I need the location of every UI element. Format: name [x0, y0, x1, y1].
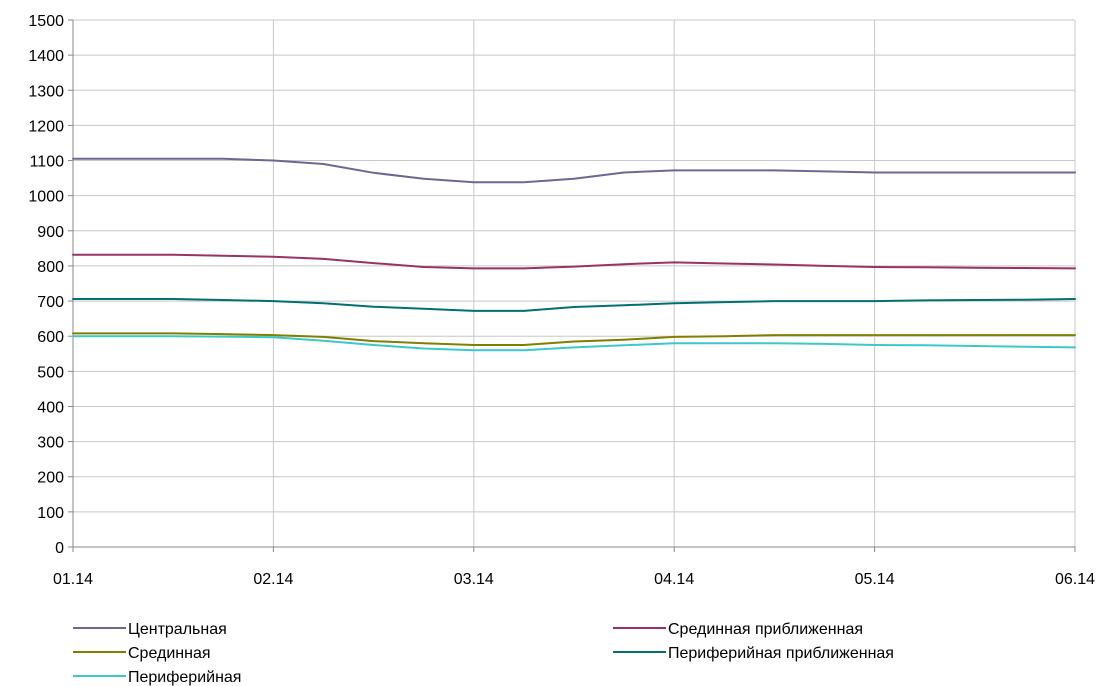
legend-item-series-2: Срединная приближенная — [613, 621, 863, 638]
series-lines — [72, 157, 1076, 352]
legend-label: Срединная приближенная — [668, 621, 863, 638]
legend-item-series-3: Срединная — [73, 645, 211, 662]
y-tick-label: 100 — [37, 505, 64, 522]
legend-label: Срединная — [128, 645, 211, 662]
series-line-series-2 — [72, 253, 1076, 270]
x-tick-label: 01.14 — [53, 571, 93, 588]
legend-item-series-5: Периферийная — [73, 669, 241, 686]
y-tick-label: 700 — [37, 294, 64, 311]
y-tick-label: 900 — [37, 224, 64, 241]
series-line-series-5 — [72, 335, 1076, 352]
series-line-series-1 — [72, 157, 1076, 184]
y-tick-label: 500 — [37, 364, 64, 381]
x-tick-label: 04.14 — [654, 571, 694, 588]
y-tick-label: 1100 — [30, 154, 65, 171]
y-tick-label: 400 — [37, 399, 64, 416]
y-tick-label: 800 — [37, 259, 64, 276]
y-tick-label: 1500 — [28, 13, 64, 30]
x-axis-tick-labels: 01.14 02.14 03.14 04.14 05.14 06.14 — [53, 571, 1095, 588]
gridlines — [73, 19, 1076, 547]
y-tick-label: 1400 — [28, 48, 64, 65]
legend: Центральная Срединная приближенная Срединн… — [73, 621, 894, 686]
legend-item-series-4: Периферийная приближенная — [613, 645, 894, 662]
x-tick-label: 03.14 — [454, 571, 494, 588]
x-tick-label: 06.14 — [1055, 571, 1095, 588]
y-axis-tick-labels: 0 100 200 300 400 500 600 700 800 900 1000 1100 1200… — [28, 13, 64, 557]
legend-label: Периферийная — [128, 669, 241, 686]
legend-label: Периферийная приближенная — [668, 645, 894, 662]
legend-item-series-1: Центральная — [73, 621, 227, 638]
series-line-series-3 — [72, 332, 1076, 346]
y-tick-label: 600 — [37, 329, 64, 346]
y-tick-label: 1300 — [28, 83, 64, 100]
x-tick-label: 05.14 — [855, 571, 895, 588]
x-tick-label: 02.14 — [253, 571, 293, 588]
y-tick-label: 200 — [37, 470, 64, 487]
series-line-series-4 — [72, 298, 1076, 312]
y-tick-label: 1000 — [28, 189, 64, 206]
legend-label: Центральная — [128, 621, 227, 638]
y-tick-label: 300 — [37, 435, 64, 452]
y-tick-label: 0 — [55, 540, 64, 557]
y-tick-label: 1200 — [28, 118, 64, 135]
axes — [68, 19, 1076, 552]
